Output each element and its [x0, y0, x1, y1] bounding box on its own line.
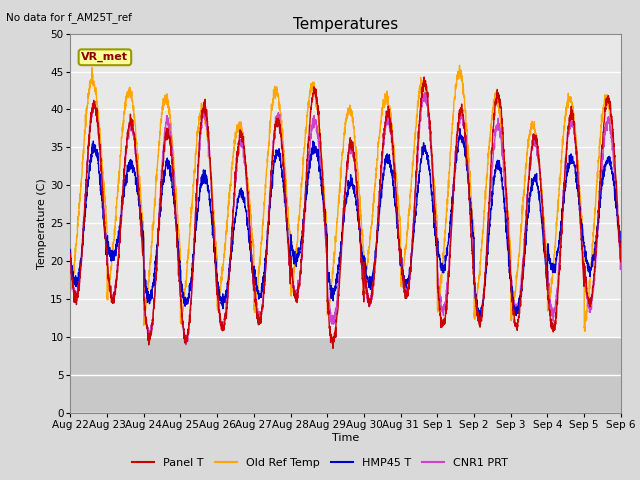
Panel T — [301, 191, 309, 197]
CNR1 PRT — [129, 127, 137, 133]
Old Ref Temp — [278, 120, 285, 126]
Panel T — [607, 100, 614, 106]
HMP45 T — [162, 158, 170, 164]
Panel T — [162, 134, 170, 140]
Old Ref Temp — [547, 289, 555, 295]
HMP45 T — [607, 163, 614, 169]
Panel T — [329, 346, 337, 351]
CNR1 PRT — [67, 249, 74, 255]
Panel T — [547, 319, 555, 325]
HMP45 T — [129, 166, 137, 171]
Panel T — [278, 139, 285, 144]
CNR1 PRT — [617, 265, 625, 271]
CNR1 PRT — [547, 313, 555, 319]
CNR1 PRT — [301, 208, 309, 214]
Line: CNR1 PRT: CNR1 PRT — [70, 93, 621, 345]
HMP45 T — [456, 126, 464, 132]
CNR1 PRT — [422, 90, 429, 96]
Line: HMP45 T: HMP45 T — [70, 129, 621, 317]
Line: Panel T: Panel T — [70, 77, 621, 348]
CNR1 PRT — [607, 123, 614, 129]
Legend: Panel T, Old Ref Temp, HMP45 T, CNR1 PRT: Panel T, Old Ref Temp, HMP45 T, CNR1 PRT — [127, 453, 513, 472]
Line: Old Ref Temp: Old Ref Temp — [70, 65, 621, 331]
Panel T — [617, 258, 625, 264]
CNR1 PRT — [278, 135, 285, 141]
Title: Temperatures: Temperatures — [293, 17, 398, 33]
CNR1 PRT — [182, 342, 190, 348]
Text: VR_met: VR_met — [81, 52, 129, 62]
Old Ref Temp — [581, 328, 589, 334]
Old Ref Temp — [607, 116, 614, 122]
Panel T — [129, 127, 137, 133]
HMP45 T — [301, 200, 309, 206]
Old Ref Temp — [67, 283, 74, 288]
Old Ref Temp — [617, 256, 625, 262]
Old Ref Temp — [456, 62, 463, 68]
Panel T — [420, 74, 428, 80]
Bar — [70, 337, 621, 413]
Old Ref Temp — [301, 134, 309, 140]
HMP45 T — [67, 247, 74, 252]
HMP45 T — [475, 314, 483, 320]
HMP45 T — [278, 164, 285, 169]
CNR1 PRT — [162, 119, 170, 125]
Text: No data for f_AM25T_ref: No data for f_AM25T_ref — [6, 12, 132, 23]
X-axis label: Time: Time — [332, 432, 359, 443]
Old Ref Temp — [162, 94, 170, 100]
HMP45 T — [617, 241, 625, 247]
Panel T — [67, 251, 74, 257]
Y-axis label: Temperature (C): Temperature (C) — [37, 178, 47, 269]
Old Ref Temp — [129, 105, 137, 110]
HMP45 T — [547, 261, 555, 266]
